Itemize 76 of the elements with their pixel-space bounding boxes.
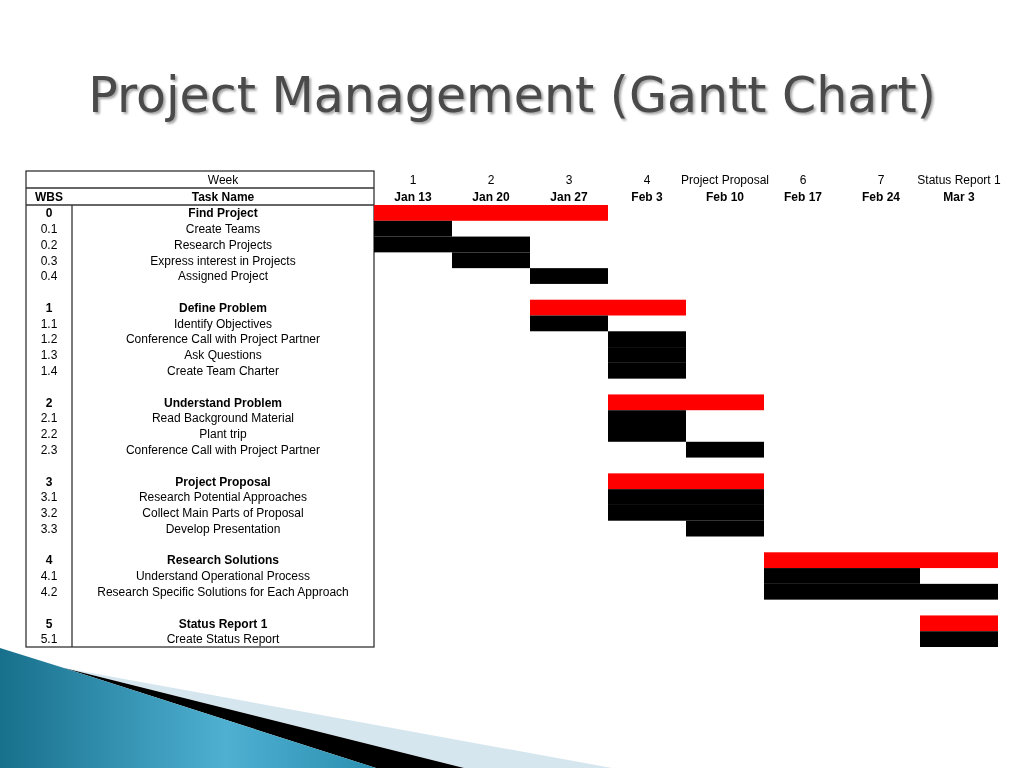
x-tick-label: 4 (643, 172, 651, 187)
y-tick-label: Research Projects (173, 237, 273, 252)
y2-tick-label: 0.3 (40, 253, 58, 268)
x-tick-label: 3 (565, 172, 573, 187)
x2-tick-label: Feb 10 (705, 189, 745, 204)
bar (920, 631, 998, 647)
bar (686, 441, 764, 458)
y-tick-label: Create Teams (185, 221, 261, 236)
y-tick-label: Conference Call with Project Partner (125, 332, 321, 347)
y-tick-label: Research Potential Approaches (138, 490, 308, 505)
y2-tick-label: 3.1 (40, 490, 58, 505)
chart-title: Project Management (Gantt Chart) (88, 67, 936, 124)
x2-tick-label: Jan 13 (394, 189, 433, 204)
y2-tick-label: 3 (45, 474, 53, 489)
y2-tick-label: 1.2 (40, 332, 58, 347)
x-axis-title: Week (207, 172, 240, 187)
y-tick-label: Create Team Charter (167, 364, 279, 379)
y2-tick-label: 1.1 (40, 316, 58, 331)
bar (374, 205, 608, 221)
y-tick-label: Create Status Report (166, 632, 281, 647)
y-tick-label: Research Solutions (166, 553, 280, 568)
y-tick-label: Find Project (188, 206, 258, 221)
y2-tick-label: 4.2 (40, 585, 58, 600)
y-tick-label: Plant trip (199, 427, 247, 442)
y2-tick-label: 4 (45, 553, 53, 568)
x-tick-label: Status Report 1 (917, 172, 1002, 187)
y2-tick-label: 2.1 (40, 411, 58, 426)
x-tick-label: 1 (409, 172, 417, 187)
y2-tick-label: 1 (45, 300, 53, 315)
y2-tick-label: 4.1 (40, 569, 58, 584)
bar (530, 315, 608, 332)
y2-tick-label: 2.2 (40, 427, 58, 442)
bar (764, 552, 998, 569)
bar (920, 615, 998, 632)
y2-tick-label: 0.2 (40, 237, 58, 252)
y2-tick-label: 0.4 (40, 269, 58, 284)
x2-tick-label: Jan 20 (472, 189, 511, 204)
y-tick-label: Assigned Project (177, 269, 269, 284)
y-tick-label: Ask Questions (184, 348, 262, 363)
x-tick-label: 7 (877, 172, 885, 187)
y-tick-label: Collect Main Parts of Proposal (142, 506, 304, 521)
y2-tick-label: 0 (45, 206, 53, 221)
y-tick-label: Understand Operational Process (135, 569, 311, 584)
y-tick-label: Identify Objectives (173, 316, 273, 331)
y2-tick-label: 3.3 (40, 521, 58, 536)
y-tick-label: Research Specific Solutions for Each Approach (97, 585, 349, 600)
y-tick-label: Define Problem (178, 300, 268, 315)
bar (530, 299, 686, 316)
x2-tick-label: Jan 27 (550, 189, 589, 204)
x-tick-label: Project Proposal (680, 172, 770, 187)
x2-tick-label: Mar 3 (943, 189, 975, 204)
y-tick-label: Project Proposal (175, 474, 271, 489)
bar (608, 473, 764, 490)
y2-tick-label: 0.1 (40, 221, 58, 236)
y-tick-label: Status Report 1 (178, 616, 268, 631)
x-tick-label: 2 (487, 172, 495, 187)
y-tick-label: Express interest in Projects (150, 253, 296, 268)
bar (530, 268, 608, 284)
y2-tick-label: 1.4 (40, 364, 58, 379)
y2-tick-label: 5 (45, 616, 53, 631)
x-tick-label: 6 (799, 172, 807, 187)
y-tick-label: Conference Call with Project Partner (125, 442, 321, 457)
y-tick-label: Understand Problem (163, 395, 283, 410)
y2-tick-label: 3.2 (40, 506, 58, 521)
y-axis-title: Task Name (191, 189, 255, 204)
y2-axis-title: WBS (35, 189, 63, 204)
y2-tick-label: 2 (45, 395, 53, 410)
x2-tick-label: Feb 24 (861, 189, 901, 204)
y2-tick-label: 2.3 (40, 442, 58, 457)
bar (608, 394, 764, 411)
y2-tick-label: 1.3 (40, 348, 58, 363)
x2-tick-label: Feb 3 (631, 189, 663, 204)
x2-tick-label: Feb 17 (783, 189, 823, 204)
y2-tick-label: 5.1 (40, 632, 58, 647)
y-tick-label: Develop Presentation (165, 521, 281, 536)
y-tick-label: Read Background Material (151, 411, 295, 426)
